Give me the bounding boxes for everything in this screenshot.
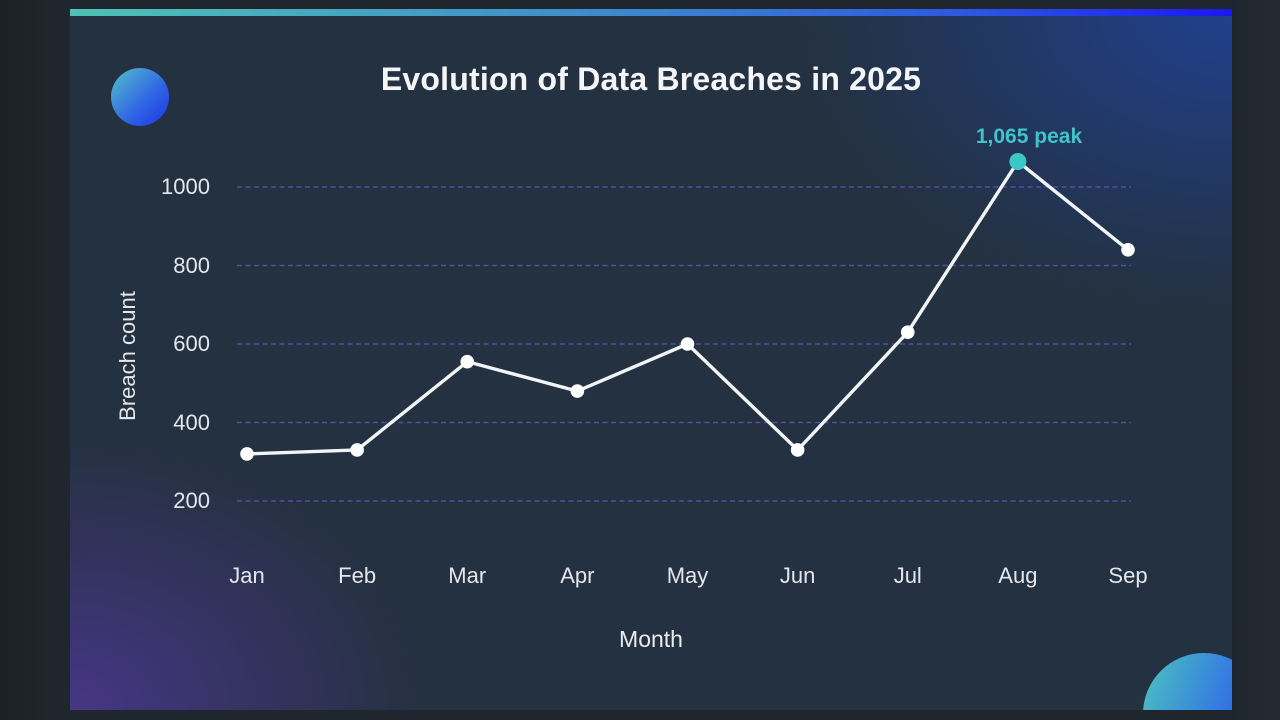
- chart-title: Evolution of Data Breaches in 2025: [380, 61, 922, 97]
- x-tick-label: Mar: [448, 563, 487, 588]
- x-tick-label: May: [666, 563, 709, 588]
- y-tick-label: 800: [173, 252, 210, 278]
- x-tick-label: Sep: [1108, 563, 1148, 588]
- y-tick-label: 600: [173, 331, 210, 356]
- decorative-circle-top-left-icon: [111, 68, 169, 126]
- data-point: [790, 443, 805, 457]
- x-tick-label: Feb: [338, 563, 377, 588]
- top-accent-bar: [70, 9, 1232, 16]
- data-point: [1121, 243, 1135, 257]
- y-tick-label: 200: [173, 488, 210, 513]
- x-tick-label: Aug: [998, 563, 1038, 588]
- x-axis-title: Month: [619, 626, 683, 652]
- peak-data-point: [1009, 152, 1027, 170]
- line-chart: [237, 152, 1135, 502]
- x-tick-label: Jan: [229, 563, 265, 588]
- data-point: [570, 384, 585, 398]
- data-point: [680, 337, 695, 351]
- data-point: [240, 447, 254, 461]
- data-point: [460, 354, 475, 369]
- y-tick-label: 400: [173, 409, 210, 435]
- chart-card: Evolution of Data Breaches in 2025 1,065…: [70, 9, 1232, 710]
- data-point: [900, 325, 915, 340]
- series-line: [245, 159, 1130, 456]
- peak-annotation: 1,065 peak: [975, 125, 1083, 148]
- y-tick-label: 1000: [161, 174, 210, 199]
- x-tick-label: Jun: [779, 563, 816, 588]
- y-axis-title: Breach count: [115, 291, 140, 421]
- data-point: [350, 443, 364, 457]
- x-tick-label: Apr: [560, 563, 595, 588]
- x-tick-label: Jul: [893, 563, 922, 588]
